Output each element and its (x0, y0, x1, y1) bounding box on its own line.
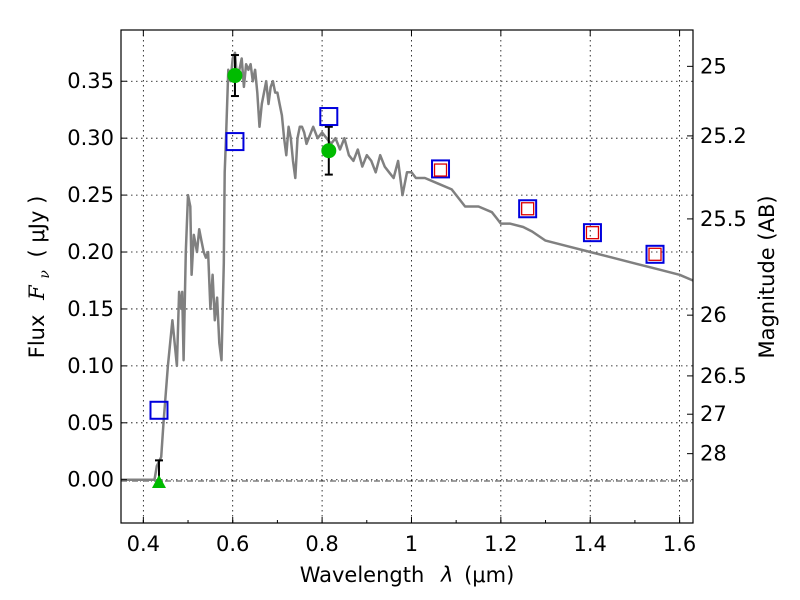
y2-tick-label: 25.5 (700, 207, 747, 231)
y2-tick-label: 25 (700, 54, 727, 78)
y-axis-subscript: ν (37, 270, 53, 279)
y-tick-label: 0.20 (67, 240, 114, 264)
x-tick-label: 1.6 (663, 532, 696, 556)
y-axis-label-text: Flux (25, 315, 49, 359)
observed-point (321, 143, 337, 159)
y-tick-label: 0.00 (67, 468, 114, 492)
y-axis-symbol: F (25, 284, 49, 301)
model-photometry-square (225, 132, 245, 152)
x-tick-label: 1.4 (574, 532, 607, 556)
plot-frame (120, 29, 694, 524)
model-photometry-square (431, 159, 451, 179)
y-tick-label: 0.10 (67, 354, 114, 378)
x-tick-label: 0.8 (305, 532, 338, 556)
y2-axis-label: Magnitude (AB) (755, 195, 779, 358)
upper-limit-triangle (151, 475, 166, 489)
x-axis-symbol: λ (440, 563, 453, 587)
model-photometry-square-small (585, 226, 600, 240)
x-axis-label: Wavelength λ (μm) (300, 563, 515, 587)
y2-tick-label: 26.5 (700, 364, 747, 388)
model-photometry-square-small (433, 163, 448, 177)
x-tick-label: 0.6 (216, 532, 249, 556)
model-photometry-square (149, 400, 169, 420)
model-photometry-square (518, 199, 538, 219)
grid (121, 30, 693, 523)
y-tick-label: 0.30 (67, 126, 114, 150)
y-axis-unit: ( μJy ) (25, 196, 49, 258)
x-axis-unit: (μm) (464, 563, 514, 587)
model-photometry-square-small (521, 202, 535, 216)
axis-ticks: 0.4 0.6 0.8 1 1.2 1.4 1.6 0.00 0.05 0.10 0.15 0.20 0… (67, 30, 747, 556)
model-photometry-square (645, 244, 665, 264)
y-tick-label: 0.15 (67, 297, 114, 321)
x-tick-label: 1.2 (484, 532, 517, 556)
data-markers (149, 54, 665, 489)
model-photometry-square-small (648, 247, 662, 261)
model-spectrum-line (121, 51, 694, 481)
observed-point (227, 68, 243, 84)
x-axis-label-text: Wavelength (300, 563, 425, 587)
y2-tick-label: 27 (700, 402, 727, 426)
y2-tick-label: 26 (700, 303, 727, 327)
y-tick-label: 0.05 (67, 411, 114, 435)
model-photometry-square (319, 107, 339, 127)
model-photometry-square (582, 223, 602, 243)
y2-tick-label: 25.2 (700, 124, 747, 148)
y2-tick-label: 28 (700, 442, 727, 466)
x-tick-label: 1 (405, 532, 418, 556)
y-tick-label: 0.25 (67, 183, 114, 207)
y-axis-label: Flux F ν ( μJy ) (25, 196, 54, 359)
y-tick-label: 0.35 (67, 69, 114, 93)
x-tick-label: 0.4 (127, 532, 160, 556)
